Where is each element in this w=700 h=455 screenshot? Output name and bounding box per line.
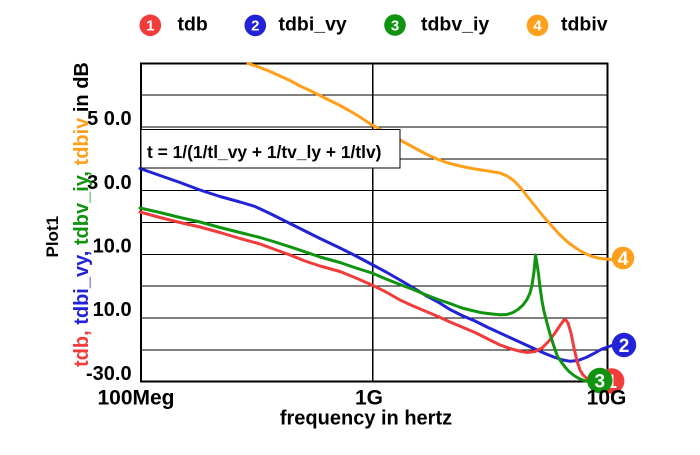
- svg-text:4: 4: [618, 249, 629, 270]
- svg-text:4: 4: [533, 18, 542, 35]
- svg-text:tdb: tdb: [178, 14, 208, 36]
- svg-text:100Meg: 100Meg: [97, 387, 174, 410]
- svg-text:tdbi_vy: tdbi_vy: [279, 14, 347, 36]
- svg-text:tdb, tdbi_vy, tdbv_iy, tdbiv i: tdb, tdbi_vy, tdbv_iy, tdbiv in dB: [71, 62, 93, 367]
- svg-text:10G: 10G: [587, 387, 627, 410]
- svg-text:tdbv_iy: tdbv_iy: [421, 14, 489, 36]
- svg-text:3 0.0: 3 0.0: [87, 172, 131, 194]
- svg-text:2: 2: [251, 18, 259, 35]
- svg-text:1G: 1G: [355, 387, 383, 410]
- svg-text:5 0.0: 5 0.0: [87, 108, 131, 130]
- svg-text:tdbiv: tdbiv: [561, 14, 608, 36]
- svg-text:Plot1: Plot1: [43, 216, 62, 258]
- svg-text:-30.0: -30.0: [86, 363, 132, 385]
- svg-text:t = 1/(1/tl_vy + 1/tv_ly + 1/t: t = 1/(1/tl_vy + 1/tv_ly + 1/tlv): [147, 142, 381, 162]
- svg-text:frequency in hertz: frequency in hertz: [280, 408, 452, 430]
- svg-text:3: 3: [595, 371, 606, 392]
- svg-text:1: 1: [146, 18, 154, 35]
- svg-text:2: 2: [619, 336, 630, 357]
- svg-text:10.0: 10.0: [93, 236, 132, 258]
- svg-text:3: 3: [391, 17, 399, 34]
- svg-text:10.0: 10.0: [93, 299, 132, 321]
